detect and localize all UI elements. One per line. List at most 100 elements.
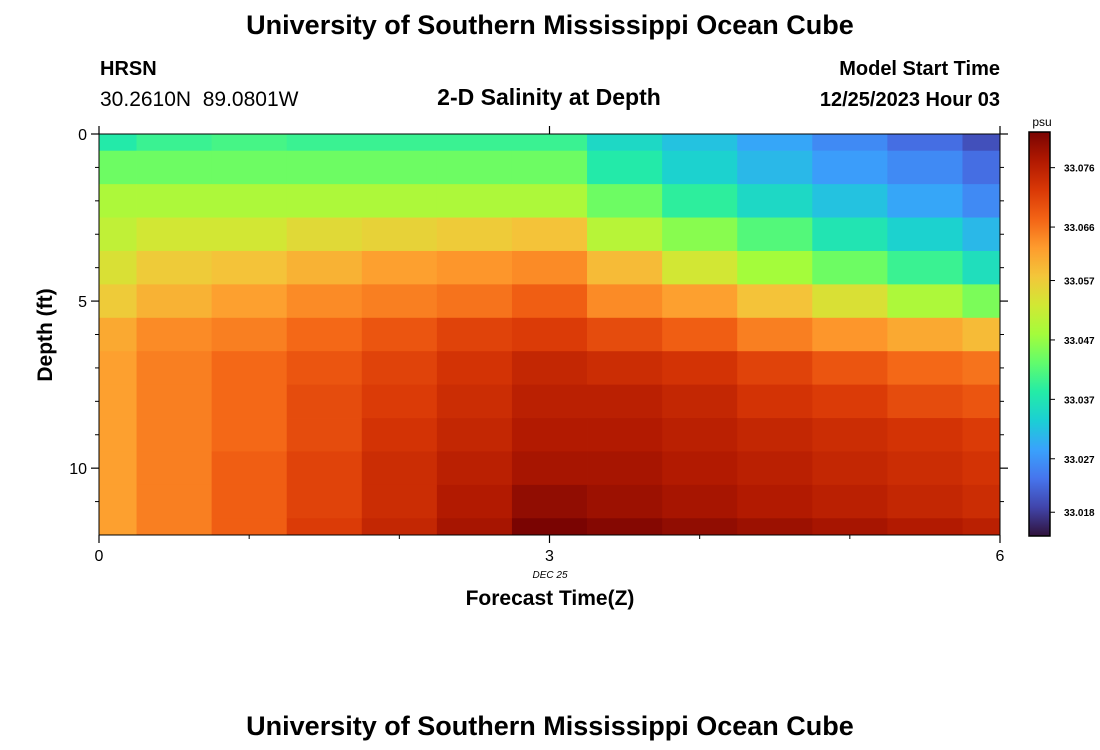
- heatmap-cell: [737, 250, 813, 285]
- heatmap-cell: [211, 351, 288, 386]
- y-tick-label: 10: [69, 461, 87, 478]
- heatmap-cell: [361, 518, 438, 536]
- x-tick-label: 0: [95, 548, 104, 565]
- heatmap-cell: [361, 418, 438, 452]
- heatmap-cell: [812, 317, 888, 352]
- heatmap-cell: [361, 217, 438, 252]
- heatmap-cell: [887, 250, 963, 285]
- heatmap-cell: [99, 418, 137, 452]
- heatmap-cell: [136, 317, 213, 352]
- heatmap-cell: [511, 134, 588, 152]
- heatmap-cell: [511, 284, 588, 319]
- heatmap-cell: [136, 418, 213, 452]
- heatmap-cell: [737, 184, 813, 218]
- heatmap-cell: [962, 134, 1001, 152]
- heatmap-cell: [286, 384, 363, 419]
- heatmap-cell: [211, 451, 288, 486]
- heatmap-cell: [286, 184, 363, 218]
- heatmap-cell: [436, 317, 513, 352]
- chart-title: 2-D Salinity at Depth: [437, 84, 661, 110]
- heatmap-cell: [136, 518, 213, 536]
- heatmap-cell: [887, 284, 963, 319]
- heatmap-cell: [737, 418, 813, 452]
- heatmap-cell: [99, 451, 137, 486]
- heatmap-cell: [361, 250, 438, 285]
- heatmap-cell: [887, 134, 963, 152]
- heatmap-cell: [737, 150, 813, 185]
- heatmap-cell: [99, 317, 137, 352]
- heatmap-cell: [962, 484, 1001, 519]
- heatmap-cell: [99, 484, 137, 519]
- heatmap-cell: [361, 317, 438, 352]
- heatmap-cell: [812, 150, 888, 185]
- heatmap-cell: [962, 150, 1001, 185]
- heatmap-cell: [99, 384, 137, 419]
- heatmap-cell: [211, 217, 288, 252]
- heatmap-cell: [99, 351, 137, 386]
- heatmap-cell: [511, 451, 588, 486]
- heatmap-cell: [136, 217, 213, 252]
- heatmap-cell: [361, 484, 438, 519]
- heatmap-cell: [962, 351, 1001, 386]
- heatmap-cell: [587, 317, 663, 352]
- page-title: University of Southern Mississippi Ocean…: [246, 10, 854, 40]
- heatmap-cell: [436, 217, 513, 252]
- colorbar-tick-label: 33.076: [1064, 164, 1095, 175]
- heatmap-cell: [587, 250, 663, 285]
- colorbar-tick-label: 33.057: [1064, 277, 1095, 288]
- heatmap-cell: [286, 134, 363, 152]
- heatmap-cell: [136, 250, 213, 285]
- heatmap-cell: [887, 451, 963, 486]
- x-tick-label: 6: [996, 548, 1005, 565]
- heatmap-cell: [812, 451, 888, 486]
- heatmap-cell: [587, 451, 663, 486]
- heatmap-cell: [286, 250, 363, 285]
- heatmap-cell: [962, 518, 1001, 536]
- heatmap-cell: [511, 384, 588, 419]
- heatmap-cell: [511, 418, 588, 452]
- heatmap-cell: [99, 150, 137, 185]
- heatmap-cell: [587, 351, 663, 386]
- colorbar-tick-label: 33.066: [1064, 223, 1095, 234]
- heatmap-cell: [436, 134, 513, 152]
- heatmap-cell: [737, 317, 813, 352]
- heatmap-cell: [436, 418, 513, 452]
- colorbar-tick-label: 33.047: [1064, 336, 1095, 347]
- heatmap-cell: [136, 184, 213, 218]
- heatmap-cell: [662, 384, 738, 419]
- axis-ticks: 0 3 6 0 5 10: [69, 126, 1008, 565]
- heatmap-cell: [136, 351, 213, 386]
- heatmap-cell: [812, 250, 888, 285]
- heatmap-cell: [962, 384, 1001, 419]
- y-tick-label: 5: [78, 294, 87, 311]
- heatmap-cell: [99, 217, 137, 252]
- heatmap-cell: [662, 418, 738, 452]
- heatmap-cell: [887, 351, 963, 386]
- heatmap-cell: [962, 217, 1001, 252]
- x-axis-label: Forecast Time(Z): [466, 587, 635, 610]
- heatmap-cell: [286, 150, 363, 185]
- heatmap-cell: [737, 217, 813, 252]
- station-name: HRSN: [100, 58, 157, 80]
- heatmap-cell: [887, 150, 963, 185]
- heatmap-cell: [587, 284, 663, 319]
- footer-title: University of Southern Mississippi Ocean…: [246, 711, 854, 741]
- heatmap-cell: [737, 484, 813, 519]
- heatmap-cell: [812, 384, 888, 419]
- heatmap-cell: [737, 284, 813, 319]
- heatmap-cell: [136, 484, 213, 519]
- heatmap-cell: [286, 317, 363, 352]
- heatmap-cell: [436, 150, 513, 185]
- heatmap-cell: [962, 317, 1001, 352]
- y-axis-label: Depth (ft): [34, 288, 57, 381]
- heatmap-cell: [361, 351, 438, 386]
- model-start-label: Model Start Time: [839, 58, 1000, 80]
- heatmap-cell: [286, 284, 363, 319]
- heatmap-cell: [436, 184, 513, 218]
- heatmap-cell: [286, 418, 363, 452]
- heatmap-cell: [436, 518, 513, 536]
- heatmap-cell: [737, 351, 813, 386]
- heatmap-cell: [587, 384, 663, 419]
- heatmap-cell: [136, 284, 213, 319]
